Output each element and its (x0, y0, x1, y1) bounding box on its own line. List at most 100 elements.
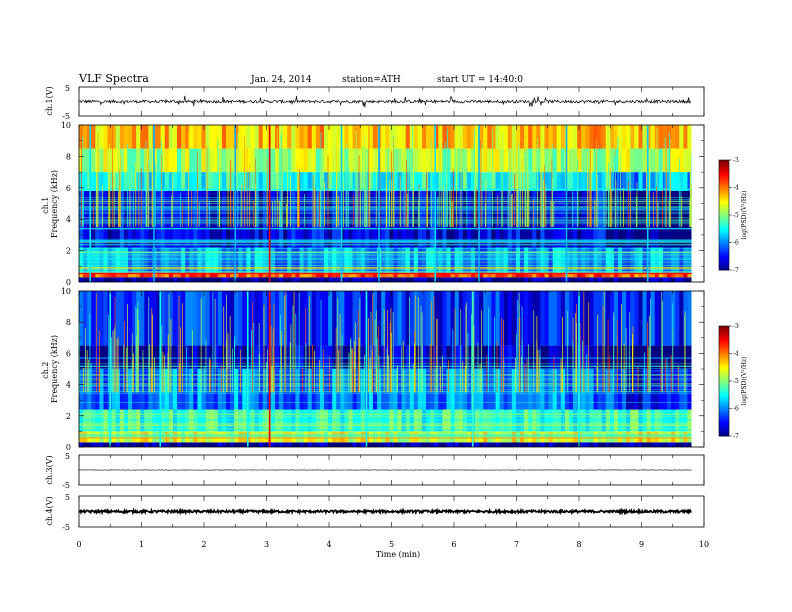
spectrogram-cell (254, 148, 260, 173)
sferic-streak (635, 196, 637, 228)
spectrogram-cell (630, 125, 635, 149)
sferic-streak (137, 302, 139, 393)
spectrogram-cell (119, 125, 125, 149)
spectrogram-cell (417, 125, 423, 149)
sferic-streak (83, 367, 85, 393)
spectrogram-cell (307, 369, 313, 410)
spectrogram-cell (262, 369, 268, 410)
sferic-streak (512, 193, 514, 228)
colorbar-segment (719, 371, 729, 375)
spectrogram-cell (564, 291, 570, 346)
sferic-streak (486, 355, 488, 393)
spectrogram-cell (103, 272, 108, 278)
spectrogram-cell (450, 125, 456, 149)
colorbar-segment (719, 193, 729, 196)
spectrogram-cell (409, 272, 415, 278)
y-tick-label: 10 (61, 121, 71, 130)
colorbar-segment (719, 403, 729, 406)
spectrogram-cell (360, 369, 366, 410)
sferic-streak (446, 148, 448, 228)
spectrogram-cell (675, 442, 680, 447)
spectrogram-cell (495, 277, 500, 282)
spectrogram-cell (556, 172, 562, 191)
spectrogram-line (79, 244, 692, 246)
spectrogram-cell (156, 148, 162, 173)
colorbar-segment (719, 264, 729, 267)
spectrogram-line (79, 389, 692, 391)
spectrogram-cell (287, 148, 292, 173)
spectrogram-cell (618, 369, 623, 410)
sferic-streak (263, 304, 265, 393)
spectrogram-cell (307, 345, 313, 369)
spectrogram-cell (499, 345, 505, 369)
sferic-streak (191, 189, 193, 228)
sferic-streak (223, 306, 225, 393)
spectrogram-line (79, 240, 692, 241)
spectrogram-cell (324, 172, 329, 191)
colorbar-segment (719, 176, 729, 179)
colorbar-segment (719, 215, 729, 218)
spectrogram-cell (507, 442, 513, 447)
spectrogram-cell (409, 369, 415, 410)
time-tick-label: 0 (76, 540, 81, 549)
spectrogram-cell (328, 172, 333, 191)
spectrogram-cell (381, 125, 386, 149)
sferic-streak (636, 182, 638, 228)
spectrogram-cell (613, 125, 619, 149)
colorbar-segment (719, 386, 729, 389)
spectrogram-cell (87, 291, 92, 346)
sferic-streak (545, 184, 547, 228)
spectrogram-cell (401, 369, 407, 410)
spectrogram-cell (471, 277, 476, 282)
sferic-streak (611, 189, 613, 228)
spectrogram-cell (385, 172, 390, 191)
event-streak (268, 125, 271, 282)
sferic-streak (305, 343, 307, 393)
sferic-streak (351, 348, 353, 393)
spectrogram-cell (662, 345, 668, 369)
spectrogram-cell (111, 148, 117, 173)
sferic-streak (295, 313, 297, 393)
sferic-streak (648, 347, 650, 393)
spectrogram-cell (397, 345, 402, 369)
spectrogram-line (79, 201, 692, 203)
spectrogram-cell (515, 369, 521, 410)
spectrogram-cell (99, 369, 104, 410)
spectrogram-cell (181, 148, 186, 173)
spectrogram-line (79, 435, 692, 437)
sferic-streak (227, 332, 229, 393)
spectrogram-cell (454, 442, 460, 447)
spectrogram-cell (115, 442, 121, 447)
sferic-streak (479, 364, 481, 393)
spectrogram-cell (299, 125, 304, 149)
spectrogram-cell (328, 277, 333, 282)
spectrogram-cell (573, 272, 578, 278)
spectrogram-cell (466, 345, 472, 369)
time-tick-label: 5 (389, 540, 394, 549)
spectrogram-cell (319, 125, 325, 149)
sferic-streak (259, 354, 261, 393)
sferic-streak (88, 359, 90, 393)
spectrogram-cell (270, 277, 276, 282)
spectrogram-cell (638, 125, 643, 149)
spectrogram-cell (373, 291, 378, 346)
colorbar-segment (719, 259, 729, 262)
spectrogram-line (79, 223, 692, 225)
sferic-streak (437, 196, 439, 228)
spectrogram-cell (413, 291, 419, 346)
spectrogram-cell (597, 125, 603, 149)
sferic-streak (149, 344, 150, 393)
spectrogram-cell (328, 345, 333, 369)
sferic-streak (209, 357, 211, 393)
sferic-streak (448, 360, 450, 393)
spectrogram-cell (295, 291, 300, 346)
spectrogram-cell (552, 125, 558, 149)
spectrogram-line (79, 269, 692, 270)
spectrogram-cell (634, 172, 639, 191)
spectrogram-cell (91, 277, 96, 282)
spectrogram-cell (413, 369, 419, 410)
spectrogram-cell (556, 277, 562, 282)
sferic-streak (96, 173, 98, 228)
spectrogram-cell (103, 125, 108, 149)
sferic-streak (406, 159, 407, 228)
